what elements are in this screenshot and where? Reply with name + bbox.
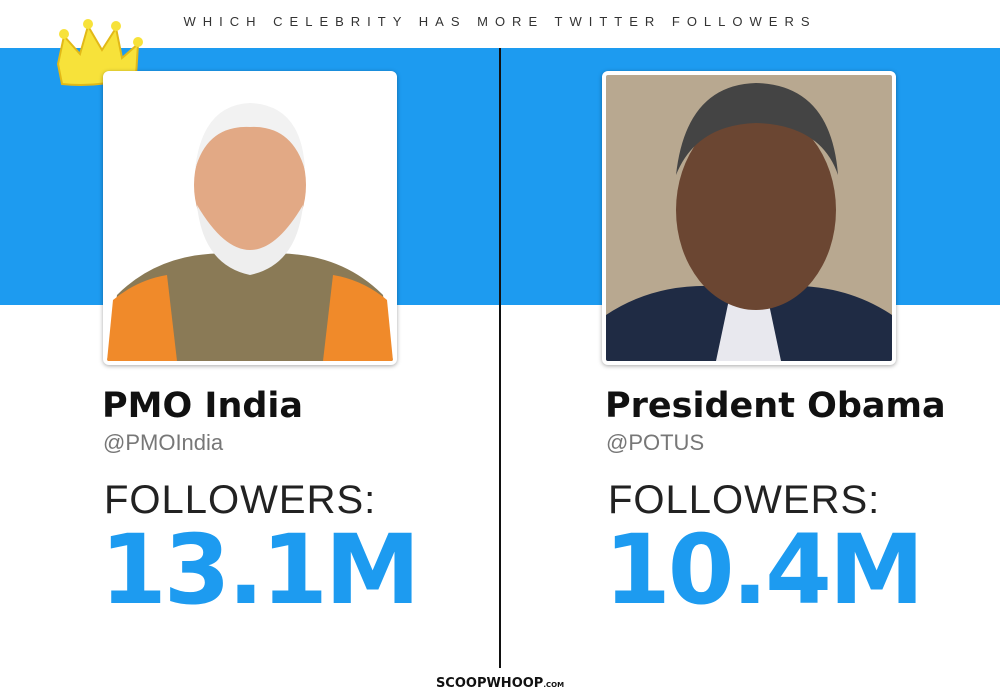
crown-icon [56, 19, 143, 86]
card-handle: @PMOIndia [103, 430, 224, 455]
photo-right [602, 71, 896, 365]
footer-brand: SCOOPWHOOP [435, 676, 544, 691]
followers-value: 13.1M [100, 514, 420, 626]
followers-label: FOLLOWERS: [104, 478, 377, 522]
card-name: President Obama [605, 386, 946, 426]
card-name: PMO India [102, 386, 304, 426]
header-title: WHICH CELEBRITY HAS MORE TWITTER FOLLOWE… [183, 14, 817, 29]
followers-label: FOLLOWERS: [608, 478, 881, 522]
divider [499, 48, 501, 668]
footer: SCOOPWHOOP.COM [0, 676, 1000, 691]
footer-suffix: .COM [543, 681, 565, 689]
photo-left [103, 71, 397, 365]
followers-value: 10.4M [604, 514, 924, 626]
card-handle: @POTUS [606, 430, 705, 455]
